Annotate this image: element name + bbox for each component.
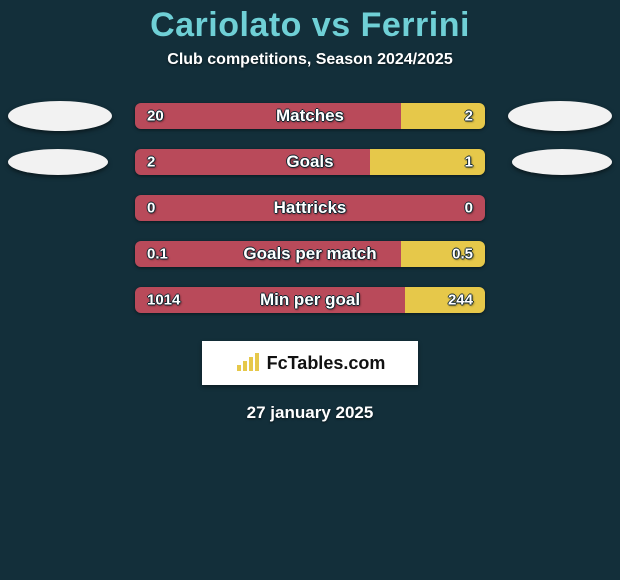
side-ellipse-right xyxy=(508,101,612,131)
side-ellipse-left xyxy=(8,101,112,131)
stat-row: Min per goal 1014 244 xyxy=(0,277,620,323)
stat-bar: Min per goal 1014 244 xyxy=(135,287,485,313)
logo-text: FcTables.com xyxy=(267,353,386,374)
stat-label: Matches xyxy=(276,106,344,126)
stat-value-right: 0.5 xyxy=(452,246,473,263)
stat-row: Goals 2 1 xyxy=(0,139,620,185)
stat-label: Goals xyxy=(286,152,333,172)
stat-value-right: 1 xyxy=(465,154,473,171)
stat-row: Goals per match 0.1 0.5 xyxy=(0,231,620,277)
stat-value-left: 1014 xyxy=(147,292,180,309)
logo-box: FcTables.com xyxy=(202,341,418,385)
stat-bar: Goals 2 1 xyxy=(135,149,485,175)
side-ellipse-left xyxy=(8,149,108,175)
side-ellipse-right xyxy=(512,149,612,175)
stat-value-right: 2 xyxy=(465,108,473,125)
content-root: Cariolato vs Ferrini Club competitions, … xyxy=(0,0,620,580)
stats-rows: Matches 20 2 Goals 2 1 Hattricks 0 0 Goals per ma… xyxy=(0,93,620,323)
date-text: 27 january 2025 xyxy=(0,403,620,423)
stat-value-left: 2 xyxy=(147,154,155,171)
page-title: Cariolato vs Ferrini xyxy=(0,0,620,45)
stat-value-right: 0 xyxy=(465,200,473,217)
stat-bar: Goals per match 0.1 0.5 xyxy=(135,241,485,267)
stat-value-left: 0 xyxy=(147,200,155,217)
stat-row: Hattricks 0 0 xyxy=(0,185,620,231)
stat-label: Min per goal xyxy=(260,290,360,310)
stat-bar: Hattricks 0 0 xyxy=(135,195,485,221)
stat-row: Matches 20 2 xyxy=(0,93,620,139)
stat-value-left: 0.1 xyxy=(147,246,168,263)
bar-segment-left xyxy=(135,149,370,175)
stat-value-left: 20 xyxy=(147,108,164,125)
stat-label: Goals per match xyxy=(243,244,376,264)
stat-bar: Matches 20 2 xyxy=(135,103,485,129)
stat-label: Hattricks xyxy=(274,198,347,218)
subtitle: Club competitions, Season 2024/2025 xyxy=(0,51,620,69)
stat-value-right: 244 xyxy=(448,292,473,309)
bar-segment-left xyxy=(135,103,401,129)
logo-bars-icon xyxy=(235,353,261,373)
